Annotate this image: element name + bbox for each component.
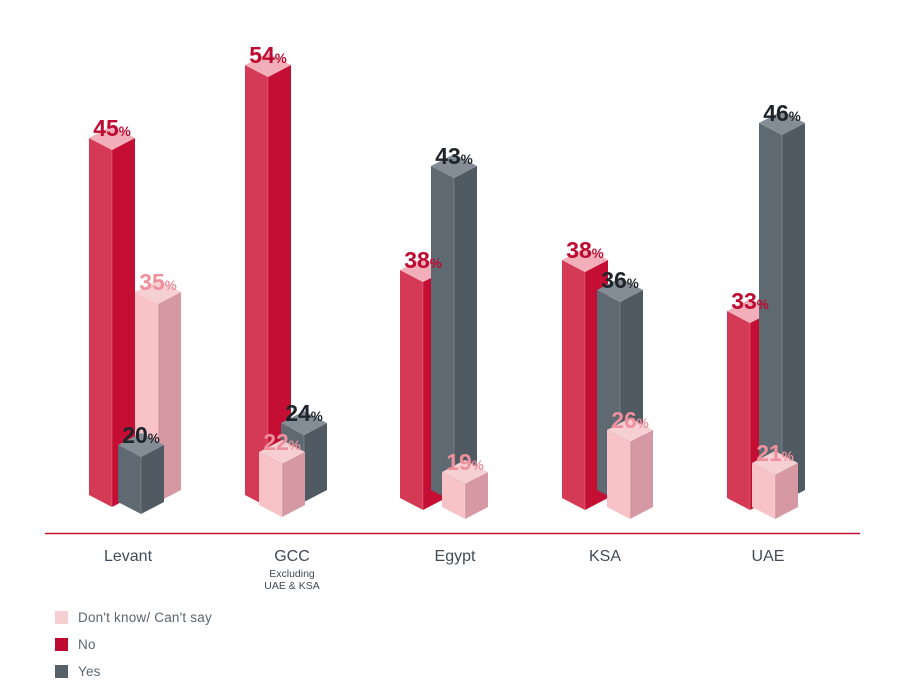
value-label-no-ksa: 38% (566, 237, 604, 263)
value-label-dk-gcc: 22% (263, 429, 301, 455)
bar-dk-uae-top-face (752, 451, 798, 475)
value-label-yes-levant: 20% (122, 422, 160, 448)
bar-no-gcc-right-face (268, 65, 291, 507)
bar-no-gcc-left-face (245, 65, 268, 507)
bar-no-ksa-left-face (562, 260, 585, 510)
legend-swatch-dk (55, 611, 68, 624)
bar-yes-ksa-top-face (597, 278, 643, 302)
value-label-dk-levant: 35% (139, 269, 177, 295)
category-label-levant: Levant (104, 548, 153, 565)
bar-dk-gcc-top-face (259, 440, 305, 464)
legend-item-dk: Don't know/ Can't say (55, 610, 212, 625)
value-label-no-uae: 33% (731, 288, 769, 314)
value-label-no-egypt: 38% (404, 247, 442, 273)
category-sublabel-gcc-1: UAE & KSA (264, 580, 319, 592)
bar-dk-egypt-top-face (442, 460, 488, 484)
bar-dk-levant-top-face (135, 280, 181, 304)
legend-label-no: No (78, 637, 96, 652)
category-label-egypt: Egypt (435, 548, 476, 565)
bar-yes-levant-top-face (118, 433, 164, 457)
bar-yes-egypt-top-face (431, 154, 477, 178)
bar-yes-uae-top-face (759, 111, 805, 135)
legend-label-yes: Yes (78, 664, 101, 679)
category-label-ksa: KSA (589, 548, 621, 565)
legend-swatch-yes (55, 665, 68, 678)
value-label-dk-ksa: 26% (611, 407, 649, 433)
legend-item-no: No (55, 637, 212, 652)
bar-dk-uae-right-face (775, 463, 798, 519)
bar-no-levant-left-face (89, 138, 112, 507)
bar-dk-ksa-left-face (607, 430, 630, 519)
bar-dk-gcc-right-face (282, 452, 305, 517)
bar-yes-levant-right-face (141, 445, 164, 514)
value-label-no-levant: 45% (93, 115, 131, 141)
value-label-dk-uae: 21% (756, 440, 794, 466)
bar-no-egypt-left-face (400, 270, 423, 510)
category-label-uae: UAE (752, 548, 785, 565)
bar-yes-egypt-left-face (431, 166, 454, 502)
legend-swatch-no (55, 638, 68, 651)
legend-item-yes: Yes (55, 664, 212, 679)
bar-dk-egypt-left-face (442, 472, 465, 519)
bar-yes-gcc-right-face (304, 423, 327, 502)
bar-dk-gcc-left-face (259, 452, 282, 517)
value-label-yes-uae: 46% (763, 100, 801, 126)
bar-no-levant-top-face (89, 126, 135, 150)
bar-dk-ksa-right-face (630, 430, 653, 519)
bar-dk-uae-left-face (752, 463, 775, 519)
bar-yes-uae-left-face (759, 123, 782, 502)
chart-legend: Don't know/ Can't say No Yes (55, 610, 212, 679)
legend-label-dk: Don't know/ Can't say (78, 610, 212, 625)
value-label-yes-egypt: 43% (435, 143, 473, 169)
value-label-yes-gcc: 24% (285, 400, 323, 426)
bar-yes-gcc-top-face (281, 411, 327, 435)
category-sublabel-gcc-0: Excluding (269, 568, 315, 580)
bar-yes-levant-left-face (118, 445, 141, 514)
category-label-gcc: GCC (274, 548, 310, 565)
value-label-yes-ksa: 36% (601, 267, 639, 293)
bar-no-gcc-top-face (245, 53, 291, 77)
bar-dk-ksa-top-face (607, 418, 653, 442)
bar-yes-egypt-right-face (454, 166, 477, 502)
bar-yes-uae-right-face (782, 123, 805, 502)
bar-no-ksa-top-face (562, 248, 608, 272)
bar-dk-egypt-right-face (465, 472, 488, 519)
value-label-no-gcc: 54% (249, 42, 287, 68)
bar-no-levant-right-face (112, 138, 135, 507)
bar-no-uae-left-face (727, 311, 750, 510)
value-label-dk-egypt: 19% (446, 449, 484, 475)
